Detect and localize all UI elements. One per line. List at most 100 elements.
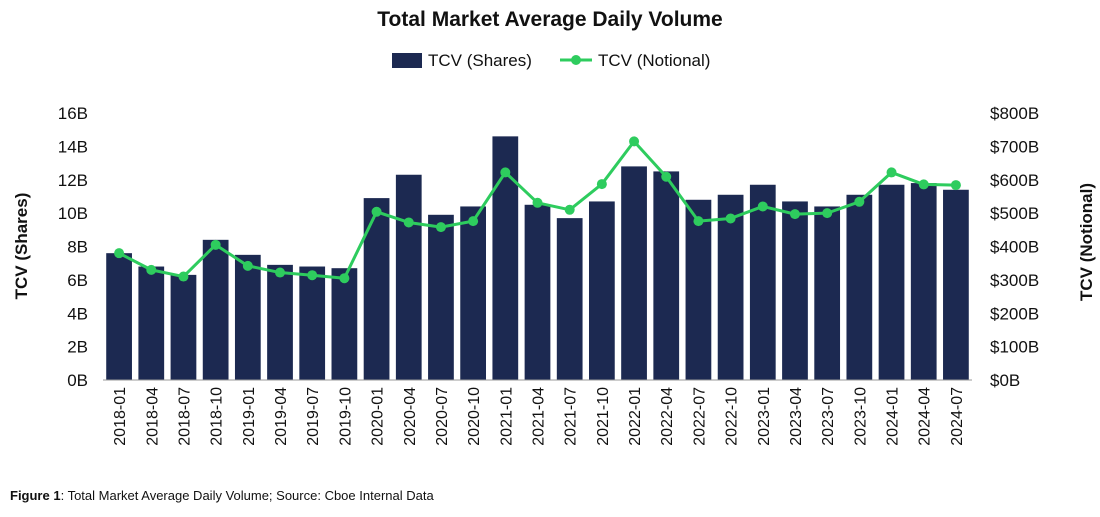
y-tick-left-label: 12B — [58, 171, 88, 190]
bar-2020-04 — [395, 174, 422, 380]
bar-2018-04 — [138, 266, 165, 380]
y-tick-right-label: $700B — [990, 137, 1039, 156]
y-tick-right-label: $300B — [990, 271, 1039, 290]
notional-point-2018-10 — [210, 239, 221, 250]
bar-2023-01 — [749, 184, 776, 380]
x-tick-label: 2023-04 — [788, 387, 805, 446]
y-tick-right-label: $800B — [990, 104, 1039, 123]
x-tick-label: 2018-10 — [209, 387, 226, 446]
notional-point-2022-07 — [693, 216, 704, 227]
y-axis-left-ticks: 0B 2B 4B 6B 8B 10B 12B 14B 16B — [58, 104, 88, 390]
y-tick-left-label: 4B — [67, 304, 88, 323]
y-tick-left-label: 10B — [58, 204, 88, 223]
y-axis-right-label: TCV (Notional) — [1077, 183, 1096, 301]
x-tick-label: 2018-01 — [112, 387, 129, 446]
x-tick-label: 2023-01 — [756, 387, 773, 446]
figure-caption-text: : Total Market Average Daily Volume; Sou… — [60, 488, 434, 503]
bar-2022-10 — [717, 194, 744, 380]
y-axis-left-label: TCV (Shares) — [12, 193, 31, 300]
bar-2019-01 — [234, 254, 261, 380]
notional-point-2020-01 — [371, 206, 382, 217]
notional-point-2018-04 — [146, 264, 157, 275]
x-tick-label: 2021-01 — [498, 387, 515, 446]
x-tick-label: 2020-10 — [466, 387, 483, 446]
y-axis-right-ticks: $0B $100B $200B $300B $400B $500B $600B $700B $8… — [990, 104, 1039, 390]
bar-2021-07 — [556, 218, 583, 380]
bar-2022-07 — [685, 199, 712, 380]
notional-point-2019-10 — [339, 273, 350, 284]
x-tick-label: 2022-04 — [659, 387, 676, 446]
notional-point-2019-04 — [275, 267, 286, 278]
x-tick-label: 2021-07 — [563, 387, 580, 446]
notional-point-2021-10 — [596, 179, 607, 190]
bar-series-shares — [106, 136, 969, 380]
bar-2018-07 — [170, 274, 197, 380]
bar-2021-10 — [588, 201, 615, 380]
notional-point-2023-07 — [822, 208, 833, 219]
notional-point-2022-04 — [661, 171, 672, 182]
bar-2022-04 — [653, 171, 680, 380]
notional-point-2024-04 — [918, 179, 929, 190]
bar-2024-07 — [943, 189, 969, 380]
legend-label-notional: TCV (Notional) — [598, 51, 710, 70]
legend: TCV (Shares) TCV (Notional) — [392, 51, 710, 70]
notional-point-2022-01 — [629, 136, 640, 147]
x-tick-label: 2022-01 — [627, 387, 644, 446]
x-tick-label: 2021-04 — [531, 387, 548, 446]
notional-point-2021-07 — [564, 204, 575, 215]
bar-2018-10 — [202, 239, 229, 380]
y-tick-left-label: 8B — [67, 238, 88, 257]
legend-swatch-shares — [392, 53, 422, 68]
x-tick-label: 2020-07 — [434, 387, 451, 446]
line-series-notional — [114, 136, 961, 284]
bar-2023-04 — [782, 201, 808, 380]
bar-2024-01 — [878, 184, 905, 380]
y-tick-right-label: $100B — [990, 338, 1039, 357]
y-tick-left-label: 14B — [58, 137, 88, 156]
notional-point-2020-10 — [468, 216, 479, 227]
notional-point-2023-01 — [757, 201, 768, 212]
figure-caption-label: Figure 1 — [10, 488, 61, 503]
bar-2023-10 — [846, 194, 873, 380]
x-axis-ticks: 2018-01 2018-04 2018-07 2018-10 2019-01 2019-… — [112, 387, 966, 446]
x-tick-label: 2022-10 — [724, 387, 741, 446]
x-tick-label: 2024-01 — [885, 387, 902, 446]
bar-2024-04 — [910, 183, 937, 380]
legend-label-shares: TCV (Shares) — [428, 51, 532, 70]
bar-2018-01 — [106, 253, 132, 380]
y-tick-right-label: $600B — [990, 171, 1039, 190]
x-tick-label: 2020-04 — [402, 387, 419, 446]
y-tick-right-label: $0B — [990, 371, 1020, 390]
bar-2020-07 — [428, 214, 454, 380]
bar-2019-07 — [299, 266, 326, 380]
x-tick-label: 2023-10 — [852, 387, 869, 446]
notional-point-2019-01 — [242, 260, 253, 271]
notional-point-2024-07 — [950, 180, 961, 191]
bar-2023-07 — [814, 206, 841, 380]
notional-point-2020-04 — [403, 217, 414, 228]
y-tick-right-label: $400B — [990, 238, 1039, 257]
notional-point-2020-07 — [435, 222, 446, 233]
y-tick-right-label: $200B — [990, 304, 1039, 323]
x-tick-label: 2018-07 — [176, 387, 193, 446]
notional-point-2018-01 — [114, 248, 125, 259]
notional-point-2021-04 — [532, 197, 543, 208]
notional-point-2023-10 — [854, 196, 865, 207]
x-tick-label: 2018-04 — [144, 387, 161, 446]
notional-point-2023-04 — [789, 209, 800, 220]
x-tick-label: 2021-10 — [595, 387, 612, 446]
notional-point-2022-10 — [725, 213, 736, 224]
y-tick-left-label: 6B — [67, 271, 88, 290]
x-tick-label: 2024-04 — [917, 387, 934, 446]
y-tick-left-label: 16B — [58, 104, 88, 123]
bar-2019-10 — [331, 268, 358, 380]
notional-point-2024-01 — [886, 167, 897, 178]
x-tick-label: 2024-07 — [949, 387, 966, 446]
x-tick-label: 2019-10 — [337, 387, 354, 446]
chart-title: Total Market Average Daily Volume — [377, 8, 722, 31]
x-tick-label: 2023-07 — [820, 387, 837, 446]
notional-point-2019-07 — [307, 270, 318, 281]
bar-2020-10 — [460, 206, 487, 380]
